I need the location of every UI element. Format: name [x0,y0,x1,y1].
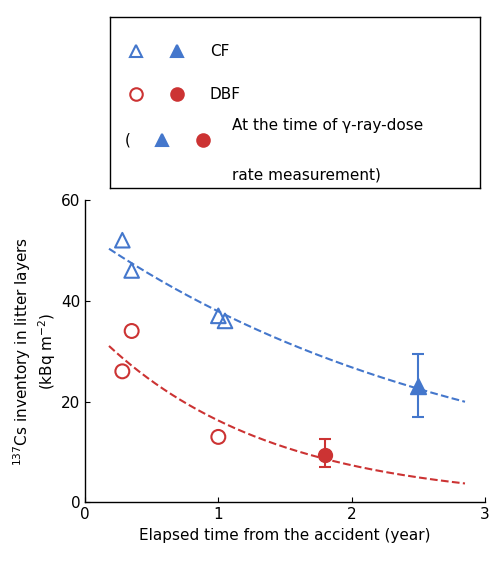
Text: rate measurement): rate measurement) [232,167,381,182]
Point [214,311,222,320]
Text: At the time of γ-ray-dose: At the time of γ-ray-dose [232,118,424,132]
Text: CF: CF [210,44,230,59]
Point [128,266,136,275]
Y-axis label: $^{137}$Cs inventory in litter layers
(kBq m$^{-2}$): $^{137}$Cs inventory in litter layers (k… [11,236,58,466]
Text: DBF: DBF [210,87,241,102]
Point [221,316,229,325]
Point [128,327,136,336]
Text: (: ( [125,133,130,148]
Point [214,432,222,441]
Point [118,236,126,245]
Point [118,367,126,376]
X-axis label: Elapsed time from the accident (year): Elapsed time from the accident (year) [139,528,431,543]
